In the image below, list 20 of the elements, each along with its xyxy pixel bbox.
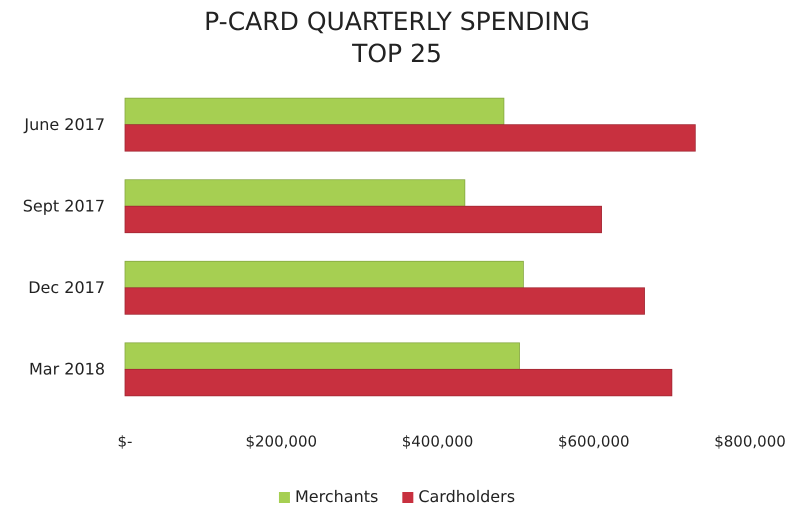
legend-label: Cardholders [418, 487, 516, 506]
x-tick-label: $800,000 [714, 432, 786, 451]
x-tick-label: $200,000 [245, 432, 318, 451]
bar [124, 98, 504, 126]
bar [124, 260, 524, 288]
legend-label: Merchants [294, 487, 378, 506]
x-tick-label: $400,000 [402, 432, 474, 451]
x-tick-label: $600,000 [558, 432, 630, 451]
bar [124, 179, 466, 207]
bar [124, 287, 645, 315]
bar [124, 368, 672, 396]
bar [124, 124, 696, 152]
y-tick-label: Mar 2018 [29, 359, 105, 378]
y-tick-label: Dec 2017 [28, 278, 105, 297]
bar [124, 342, 520, 370]
chart-title: P-CARD QUARTERLY SPENDING TOP 25 [204, 7, 590, 68]
y-tick-label: Sept 2017 [22, 196, 105, 216]
x-tick-label: $- [118, 432, 132, 451]
y-tick-label: June 2017 [23, 114, 105, 134]
bar [124, 206, 602, 234]
